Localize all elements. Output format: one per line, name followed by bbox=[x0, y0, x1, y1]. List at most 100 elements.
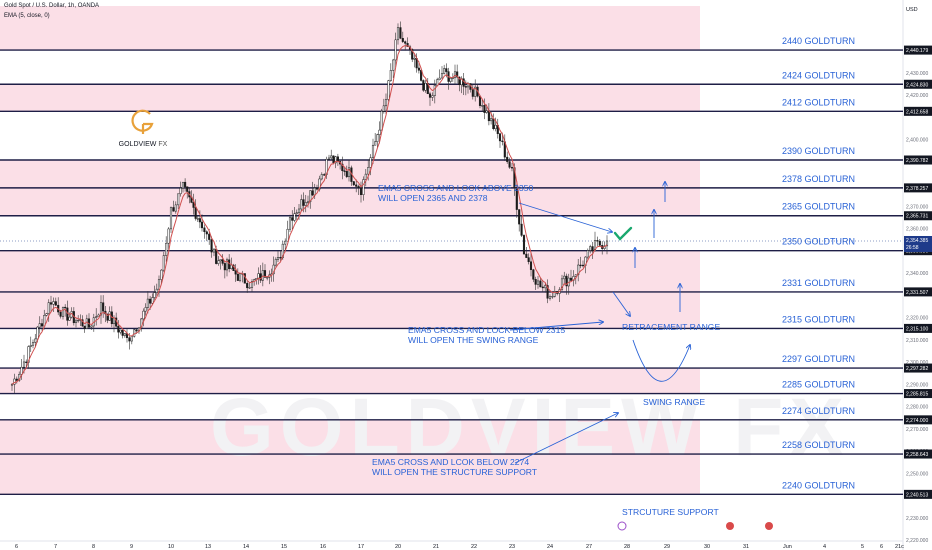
swing-range-label: SWING RANGE bbox=[643, 397, 705, 407]
level-price-label: 2,258.643 bbox=[906, 452, 928, 458]
x-tick-label: 17 bbox=[358, 544, 364, 550]
candle-body bbox=[485, 110, 488, 113]
candle-body bbox=[569, 277, 573, 281]
candle-body bbox=[596, 240, 599, 242]
candle-body bbox=[315, 187, 319, 190]
level-price-badge bbox=[904, 155, 932, 165]
candle-body bbox=[200, 221, 204, 229]
candle-body bbox=[508, 161, 511, 168]
annotation-ema-below-2274: EMA5 CROSS AND LCOK BELOW 2274 bbox=[372, 457, 529, 467]
candle-body bbox=[172, 207, 175, 212]
candle-body bbox=[123, 333, 126, 336]
candle-body bbox=[364, 173, 367, 180]
candle-body bbox=[306, 201, 310, 203]
us-flag-icon[interactable] bbox=[726, 522, 734, 530]
candle-body bbox=[117, 325, 120, 333]
candle-body bbox=[36, 326, 39, 340]
candle-body bbox=[560, 278, 564, 290]
x-tick-label: 6 bbox=[15, 544, 18, 550]
level-price-badge bbox=[904, 183, 932, 193]
candle-body bbox=[236, 273, 239, 281]
us-flag-icon[interactable] bbox=[765, 522, 773, 530]
candle-body bbox=[525, 253, 528, 258]
candle-body bbox=[498, 133, 502, 142]
candle-body bbox=[29, 344, 32, 347]
chart-watermark: GOLDVIEW FX bbox=[210, 382, 850, 473]
candle-body bbox=[153, 292, 156, 298]
level-label: 2285 GOLDTURN bbox=[782, 380, 855, 390]
candle-body bbox=[417, 67, 420, 71]
arrow-to-2350 bbox=[518, 202, 612, 232]
level-price-badge bbox=[904, 287, 932, 297]
candle-body bbox=[518, 209, 521, 225]
candle-body bbox=[345, 171, 348, 178]
level-price-badge bbox=[904, 45, 932, 55]
candle-body bbox=[83, 325, 86, 329]
level-label: 2440 GOLDTURN bbox=[782, 36, 855, 46]
candle-body bbox=[394, 39, 397, 61]
candle-body bbox=[162, 255, 165, 271]
y-tick-label: 2,360.000 bbox=[906, 227, 928, 233]
candle-body bbox=[85, 318, 88, 329]
candle-body bbox=[90, 325, 93, 328]
candle-body bbox=[494, 124, 497, 129]
level-label: 2331 GOLDTURN bbox=[782, 278, 855, 288]
candle-body bbox=[352, 181, 355, 186]
candle-body bbox=[250, 281, 254, 288]
zone-band-5 bbox=[0, 419, 700, 495]
candle-body bbox=[146, 298, 149, 308]
candle-body bbox=[186, 186, 189, 192]
x-tick-label: 29 bbox=[664, 544, 670, 550]
candle-body bbox=[449, 77, 452, 82]
x-tick-label: 4 bbox=[823, 544, 826, 550]
candle-body bbox=[184, 181, 187, 187]
candle-body bbox=[169, 207, 173, 230]
candle-body bbox=[529, 261, 533, 270]
candle-body bbox=[276, 257, 280, 260]
indicator-legend[interactable]: EMA (5, close, 0) bbox=[4, 13, 50, 19]
candle-body bbox=[266, 277, 269, 279]
candle-body bbox=[581, 264, 585, 267]
level-price-label: 2,365.731 bbox=[906, 214, 928, 220]
current-price-label: 2,354.385 bbox=[906, 238, 928, 244]
x-tick-label: 20 bbox=[395, 544, 401, 550]
candle-body bbox=[411, 49, 414, 60]
event-icon[interactable] bbox=[617, 521, 627, 531]
candle-body bbox=[194, 207, 197, 219]
logo-suffix: FX bbox=[158, 141, 168, 148]
x-tick-label: 21c bbox=[895, 544, 904, 550]
y-tick-label: 2,370.000 bbox=[906, 204, 928, 210]
candle-body bbox=[378, 129, 381, 135]
candle-body bbox=[347, 167, 351, 178]
annotation-ema-above: WILL OPEN 2365 AND 2378 bbox=[378, 193, 488, 203]
candle-body bbox=[389, 70, 392, 81]
x-tick-label: 6 bbox=[880, 544, 883, 550]
candle-body bbox=[248, 287, 251, 289]
candle-body bbox=[551, 296, 554, 298]
y-tick-label: 2,400.000 bbox=[906, 138, 928, 144]
level-label: 2350 GOLDTURN bbox=[782, 237, 855, 247]
x-tick-label: 28 bbox=[624, 544, 630, 550]
candle-body bbox=[420, 70, 423, 81]
x-tick-label: 24 bbox=[547, 544, 553, 550]
candle-body bbox=[135, 329, 138, 332]
candle-body bbox=[179, 187, 182, 195]
level-label: 2424 GOLDTURN bbox=[782, 70, 855, 80]
candle-body bbox=[177, 193, 180, 206]
candle-body bbox=[304, 202, 307, 206]
candle-body bbox=[198, 218, 201, 223]
candle-body bbox=[66, 307, 69, 321]
candle-body bbox=[387, 80, 390, 100]
candle-body bbox=[106, 313, 109, 321]
candle-body bbox=[25, 361, 28, 363]
candle-body bbox=[422, 80, 425, 91]
candle-body bbox=[445, 68, 448, 72]
candle-body bbox=[424, 83, 427, 91]
candle-body bbox=[458, 76, 461, 86]
candle-body bbox=[225, 259, 229, 271]
candle-body bbox=[384, 99, 388, 107]
candle-body bbox=[263, 270, 267, 278]
candle-body bbox=[392, 59, 395, 71]
